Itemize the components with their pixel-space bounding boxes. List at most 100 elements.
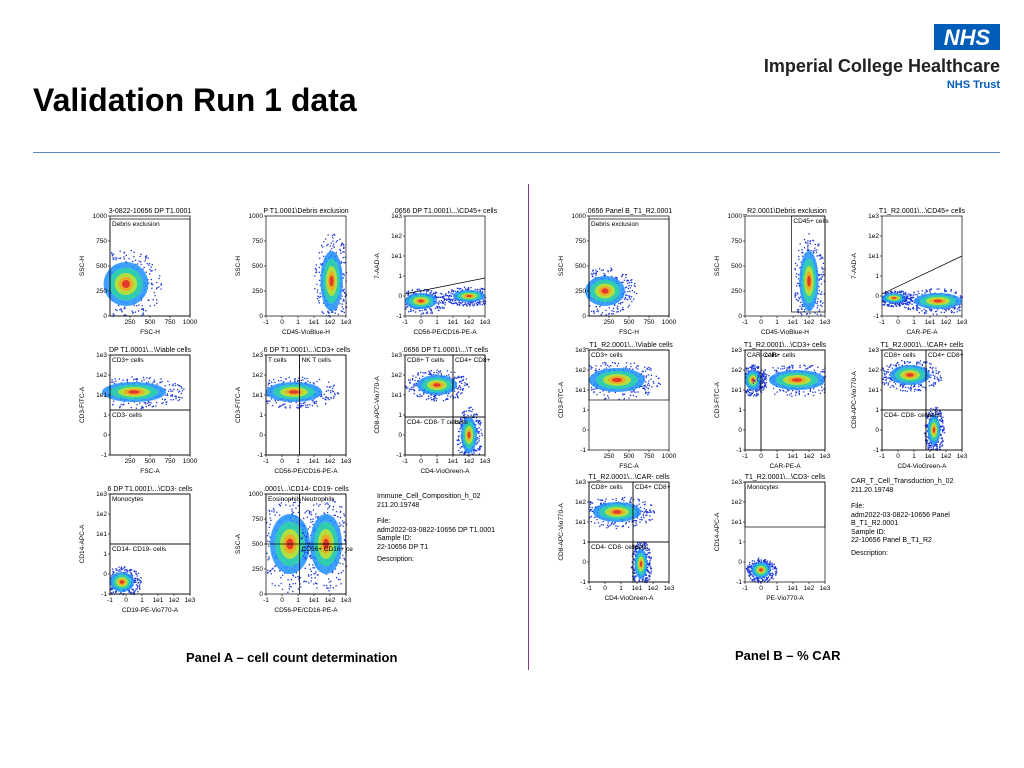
event-dot — [459, 431, 461, 433]
event-dot — [148, 262, 151, 265]
event-dot — [323, 498, 326, 501]
event-dot — [181, 390, 184, 392]
event-dot — [626, 280, 628, 282]
event-dot — [937, 373, 939, 375]
event-dot — [818, 274, 820, 276]
event-dot — [454, 396, 456, 399]
event-dot — [896, 362, 898, 365]
event-dot — [331, 390, 334, 392]
event-dot — [411, 289, 414, 291]
event-dot — [456, 395, 459, 398]
y-tick-label: 250 — [575, 288, 586, 295]
event-dot — [463, 410, 466, 413]
event-dot — [294, 501, 296, 503]
event-dot — [116, 569, 118, 571]
event-dot — [305, 404, 307, 407]
event-dot — [434, 294, 437, 297]
y-tick-label: 0 — [582, 313, 586, 320]
event-dot — [886, 305, 889, 307]
event-dot — [484, 297, 487, 299]
event-dot — [274, 584, 276, 587]
event-dot — [323, 393, 325, 395]
event-dot — [803, 247, 806, 249]
event-dot — [775, 369, 778, 371]
event-dot — [887, 292, 890, 294]
event-dot — [166, 393, 169, 395]
event-dot — [940, 377, 942, 379]
event-dot — [884, 370, 886, 373]
event-dot — [334, 309, 336, 311]
event-dot — [460, 418, 462, 421]
event-dot — [117, 304, 120, 307]
event-dot — [891, 379, 893, 382]
event-dot — [321, 251, 323, 253]
event-dot — [127, 570, 129, 572]
event-dot — [307, 545, 310, 548]
event-dot — [906, 390, 908, 393]
event-dot — [340, 298, 342, 300]
event-dot — [895, 365, 897, 367]
event-dot — [409, 388, 411, 391]
event-dot — [929, 413, 931, 416]
event-dot — [816, 302, 818, 305]
event-dot — [302, 379, 304, 381]
density-cloud — [266, 376, 340, 409]
event-dot — [130, 573, 132, 575]
event-dot — [618, 302, 620, 305]
event-dot — [617, 311, 619, 313]
event-dot — [313, 573, 315, 575]
event-dot — [451, 395, 453, 397]
event-dot — [141, 406, 143, 409]
event-dot — [919, 389, 922, 392]
x-tick-label: 1e2 — [169, 597, 180, 604]
event-dot — [648, 366, 650, 369]
event-dot — [747, 394, 749, 396]
event-dot — [761, 369, 763, 371]
event-dot — [417, 373, 419, 375]
event-dot — [276, 511, 278, 513]
event-dot — [308, 555, 311, 557]
event-dot — [757, 393, 759, 396]
event-dot — [267, 384, 269, 386]
event-dot — [280, 376, 282, 379]
event-dot — [755, 394, 758, 396]
event-dot — [159, 275, 161, 277]
event-dot — [904, 293, 907, 295]
event-dot — [816, 255, 818, 257]
event-dot — [457, 376, 460, 379]
event-dot — [761, 374, 764, 377]
event-dot — [279, 405, 281, 407]
event-dot — [451, 302, 453, 305]
event-dot — [427, 289, 429, 291]
event-dot — [152, 283, 154, 286]
event-dot — [818, 279, 820, 281]
event-dot — [266, 521, 268, 524]
event-dot — [407, 291, 410, 293]
event-dot — [302, 532, 305, 534]
event-dot — [440, 296, 442, 298]
event-dot — [476, 303, 479, 306]
event-dot — [433, 398, 435, 400]
event-dot — [797, 312, 800, 314]
event-dot — [924, 309, 927, 312]
event-dot — [940, 437, 942, 439]
event-dot — [458, 287, 460, 290]
event-dot — [917, 290, 919, 293]
event-dot — [301, 405, 303, 407]
event-dot — [132, 311, 134, 314]
event-dot — [647, 374, 650, 376]
event-dot — [339, 511, 341, 513]
event-dot — [822, 257, 824, 259]
event-dot — [883, 376, 885, 379]
event-dot — [443, 298, 446, 301]
event-dot — [648, 384, 651, 387]
event-dot — [466, 289, 468, 291]
x-tick-label: -1 — [263, 597, 269, 604]
plot-title: T1_R2.0001\...\CD3+ cells — [744, 342, 827, 349]
event-dot — [279, 505, 282, 507]
event-dot — [634, 282, 636, 285]
event-dot — [798, 255, 800, 258]
event-dot — [764, 369, 766, 371]
event-dot — [152, 405, 155, 407]
